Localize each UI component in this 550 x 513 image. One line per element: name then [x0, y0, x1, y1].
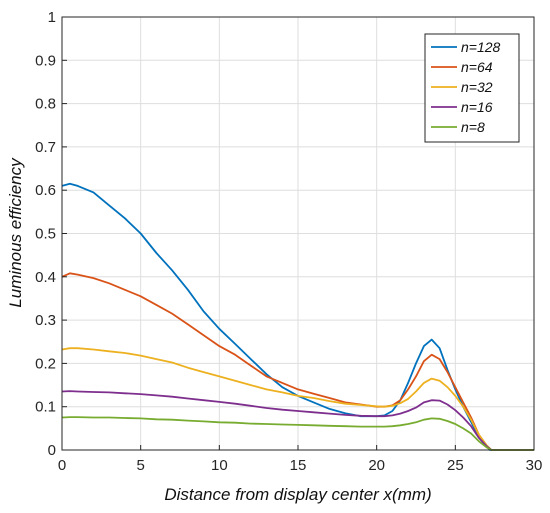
y-tick-label: 0.4 [35, 269, 56, 286]
legend-label: n=128 [461, 39, 501, 55]
y-tick-label: 0.7 [35, 139, 56, 156]
x-tick-label: 5 [136, 457, 144, 474]
series-line-3 [61, 347, 534, 451]
series-line-5 [61, 416, 534, 451]
y-tick-label: 0.5 [35, 226, 56, 243]
y-axis-label: Luminous efficiency [6, 157, 25, 308]
legend-box [424, 33, 520, 143]
series-lines [61, 182, 534, 451]
y-tick-label: 0.8 [35, 96, 56, 113]
x-tick-label: 15 [290, 457, 307, 474]
y-tick-label: 0.9 [35, 52, 56, 69]
x-axis-label: Distance from display center x(mm) [164, 485, 431, 504]
y-tick-label: 1 [48, 9, 56, 26]
series-line-4 [61, 390, 534, 451]
legend-label: n=64 [461, 59, 493, 75]
legend-label: n=16 [461, 99, 493, 115]
x-tick-label: 0 [58, 457, 66, 474]
y-tick-label: 0.2 [35, 355, 56, 372]
axis-ticks: 0 5 10 15 20 25 30 0 0.1 0.2 0.3 0.4 0.5 0.6 0.7 0.8 0.9… [35, 9, 542, 474]
legend-label: n=8 [461, 119, 485, 135]
x-tick-label: 10 [211, 457, 228, 474]
y-tick-label: 0.1 [35, 399, 56, 416]
legend: n=128 n=64 n=32 n=16 n=8 [424, 33, 520, 143]
y-tick-label: 0 [48, 442, 56, 459]
x-tick-label: 25 [447, 457, 464, 474]
y-tick-label: 0.6 [35, 182, 56, 199]
x-tick-label: 30 [526, 457, 543, 474]
legend-label: n=32 [461, 79, 493, 95]
x-tick-label: 20 [368, 457, 385, 474]
y-tick-label: 0.3 [35, 312, 56, 329]
